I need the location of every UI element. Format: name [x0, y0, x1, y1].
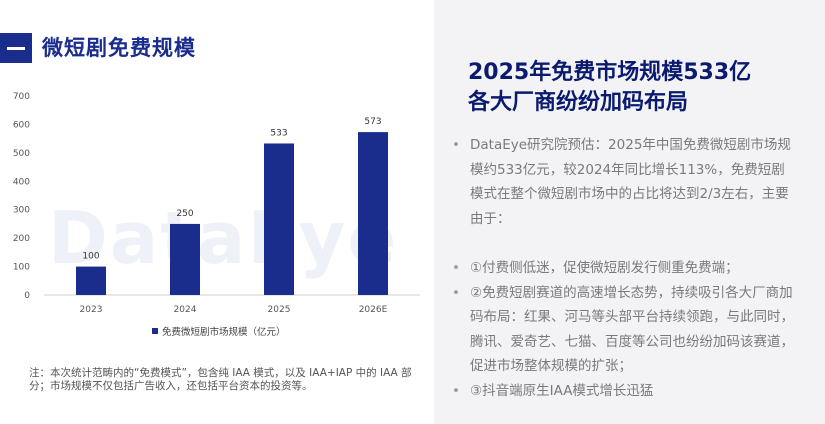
y-tick-label: 600 [13, 120, 30, 130]
footnote: 注：本次统计范畴内的“免费模式”，包含纯 IAA 模式，以及 IAA+IAP 中… [29, 367, 412, 392]
header-marker [0, 33, 32, 63]
bar [264, 143, 294, 295]
data-label: 573 [364, 117, 381, 127]
bar [358, 132, 388, 295]
bar [170, 223, 200, 295]
dash-icon [7, 47, 25, 50]
dataeye-watermark: DataEye [48, 196, 399, 280]
legend-swatch [152, 328, 158, 334]
y-tick-label: 500 [13, 149, 30, 159]
bullet-item: ①付费侧低迷，促使微短剧发行侧重免费端； [452, 256, 797, 281]
y-tick-label: 300 [13, 206, 30, 216]
y-tick-label: 100 [13, 263, 30, 273]
data-label: 250 [176, 209, 193, 219]
bar [76, 266, 106, 295]
data-label: 100 [82, 252, 99, 262]
page-title: 微短剧免费规模 [42, 36, 196, 60]
bullet-item: DataEye研究院预估：2025年中国免费微短剧市场规模约533亿元，较202… [452, 133, 797, 231]
section-title-line-1: 2025年免费市场规模533亿 [468, 60, 752, 85]
bullet-item: ③抖音端原生IAA模式增长迅猛 [452, 379, 797, 404]
y-tick-label: 400 [13, 177, 30, 187]
bar-chart: 0 100 200 300 400 500 600 700 100 2023 250 2024 533 2… [13, 92, 420, 315]
x-tick-label: 2024 [174, 305, 197, 315]
bullet-item: ②免费短剧赛道的高速增长态势，持续吸引各大厂商加码布局：红果、河马等头部平台持续… [452, 281, 797, 379]
x-tick-label: 2025 [268, 305, 291, 315]
y-tick-label: 200 [13, 234, 30, 244]
x-tick-label: 2023 [80, 305, 103, 315]
section-title-line-2: 各大厂商纷纷加码布局 [468, 90, 689, 115]
legend-label: 免费微短剧市场规模（亿元） [162, 327, 286, 338]
section-title: 2025年免费市场规模533亿 各大厂商纷纷加码布局 [468, 58, 798, 118]
x-tick-label: 2026E [359, 305, 388, 315]
chart-legend: 免费微短剧市场规模（亿元） [152, 324, 286, 338]
bullet-list: DataEye研究院预估：2025年中国免费微短剧市场规模约533亿元，较202… [452, 133, 797, 403]
y-tick-label: 0 [24, 291, 30, 301]
y-tick-label: 700 [13, 92, 30, 102]
data-label: 533 [270, 128, 287, 138]
